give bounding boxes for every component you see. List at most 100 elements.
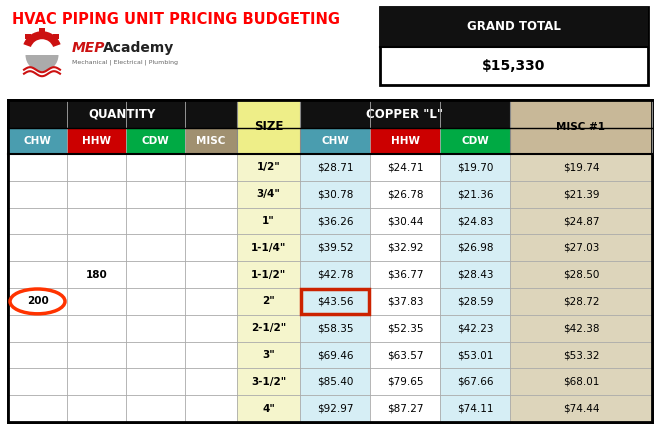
FancyBboxPatch shape (67, 261, 126, 288)
FancyBboxPatch shape (126, 128, 185, 154)
Text: $69.46: $69.46 (317, 350, 353, 360)
Text: HVAC PIPING UNIT PRICING BUDGETING: HVAC PIPING UNIT PRICING BUDGETING (12, 12, 340, 27)
Text: 2": 2" (262, 296, 275, 307)
FancyBboxPatch shape (370, 208, 440, 234)
Text: MISC: MISC (196, 136, 225, 146)
FancyBboxPatch shape (440, 341, 510, 369)
Text: $43.56: $43.56 (317, 296, 353, 307)
FancyBboxPatch shape (67, 234, 126, 261)
Text: $24.87: $24.87 (563, 216, 600, 226)
Text: Mechanical | Electrical | Plumbing: Mechanical | Electrical | Plumbing (72, 59, 178, 65)
FancyBboxPatch shape (126, 288, 185, 315)
FancyBboxPatch shape (185, 208, 237, 234)
Text: Academy: Academy (103, 41, 175, 55)
FancyBboxPatch shape (370, 154, 440, 181)
Text: CDW: CDW (141, 136, 169, 146)
FancyBboxPatch shape (67, 395, 126, 422)
FancyBboxPatch shape (8, 234, 67, 261)
FancyBboxPatch shape (300, 100, 510, 128)
Text: $21.36: $21.36 (457, 189, 493, 199)
Text: CHW: CHW (321, 136, 349, 146)
FancyBboxPatch shape (510, 315, 652, 341)
FancyBboxPatch shape (67, 315, 126, 341)
FancyBboxPatch shape (185, 395, 237, 422)
Wedge shape (26, 55, 59, 71)
FancyBboxPatch shape (67, 128, 126, 154)
FancyBboxPatch shape (237, 288, 300, 315)
FancyBboxPatch shape (300, 369, 370, 395)
FancyBboxPatch shape (510, 100, 652, 154)
Text: $67.66: $67.66 (457, 377, 493, 387)
FancyBboxPatch shape (67, 181, 126, 208)
FancyBboxPatch shape (510, 288, 652, 315)
FancyBboxPatch shape (8, 395, 67, 422)
Text: $28.59: $28.59 (457, 296, 493, 307)
FancyBboxPatch shape (370, 234, 440, 261)
FancyBboxPatch shape (440, 395, 510, 422)
FancyBboxPatch shape (237, 315, 300, 341)
FancyBboxPatch shape (237, 208, 300, 234)
FancyBboxPatch shape (370, 261, 440, 288)
FancyBboxPatch shape (67, 341, 126, 369)
FancyBboxPatch shape (237, 341, 300, 369)
FancyBboxPatch shape (126, 154, 185, 181)
Text: $28.43: $28.43 (457, 270, 493, 280)
FancyBboxPatch shape (8, 261, 67, 288)
Text: $28.50: $28.50 (563, 270, 599, 280)
FancyBboxPatch shape (67, 369, 126, 395)
FancyBboxPatch shape (8, 369, 67, 395)
FancyBboxPatch shape (8, 100, 237, 128)
FancyBboxPatch shape (380, 7, 648, 85)
Text: $74.11: $74.11 (457, 404, 493, 414)
FancyBboxPatch shape (510, 341, 652, 369)
FancyBboxPatch shape (300, 288, 370, 315)
FancyBboxPatch shape (370, 315, 440, 341)
FancyBboxPatch shape (185, 128, 237, 154)
Text: $58.35: $58.35 (317, 323, 353, 333)
Text: $85.40: $85.40 (317, 377, 353, 387)
FancyBboxPatch shape (440, 181, 510, 208)
FancyBboxPatch shape (185, 261, 237, 288)
FancyBboxPatch shape (126, 261, 185, 288)
FancyBboxPatch shape (440, 154, 510, 181)
Text: $30.78: $30.78 (317, 189, 353, 199)
FancyBboxPatch shape (370, 395, 440, 422)
Text: $63.57: $63.57 (387, 350, 423, 360)
FancyBboxPatch shape (300, 395, 370, 422)
FancyBboxPatch shape (237, 100, 300, 154)
Text: $42.78: $42.78 (317, 270, 353, 280)
FancyBboxPatch shape (237, 261, 300, 288)
Text: CHW: CHW (24, 136, 52, 146)
Text: $32.92: $32.92 (387, 243, 423, 253)
Text: HHW: HHW (391, 136, 420, 146)
FancyBboxPatch shape (126, 234, 185, 261)
FancyBboxPatch shape (185, 181, 237, 208)
FancyBboxPatch shape (126, 369, 185, 395)
FancyBboxPatch shape (8, 154, 67, 181)
FancyBboxPatch shape (510, 369, 652, 395)
Text: 3-1/2": 3-1/2" (251, 377, 286, 387)
FancyBboxPatch shape (440, 261, 510, 288)
FancyBboxPatch shape (67, 208, 126, 234)
Text: $36.77: $36.77 (387, 270, 423, 280)
Text: $26.78: $26.78 (387, 189, 423, 199)
Text: 180: 180 (86, 270, 107, 280)
Text: 200: 200 (26, 296, 48, 307)
FancyBboxPatch shape (8, 128, 67, 154)
Text: $52.35: $52.35 (387, 323, 423, 333)
Text: 3": 3" (262, 350, 275, 360)
FancyBboxPatch shape (510, 234, 652, 261)
Text: $24.83: $24.83 (457, 216, 493, 226)
Text: $24.71: $24.71 (387, 163, 423, 172)
FancyBboxPatch shape (510, 261, 652, 288)
Text: $15,330: $15,330 (483, 59, 546, 73)
FancyBboxPatch shape (237, 234, 300, 261)
FancyBboxPatch shape (126, 315, 185, 341)
FancyBboxPatch shape (185, 154, 237, 181)
FancyBboxPatch shape (380, 7, 648, 47)
Text: 2-1/2": 2-1/2" (251, 323, 286, 333)
FancyBboxPatch shape (510, 181, 652, 208)
FancyBboxPatch shape (510, 208, 652, 234)
Text: $53.01: $53.01 (457, 350, 493, 360)
Text: $42.38: $42.38 (563, 323, 600, 333)
